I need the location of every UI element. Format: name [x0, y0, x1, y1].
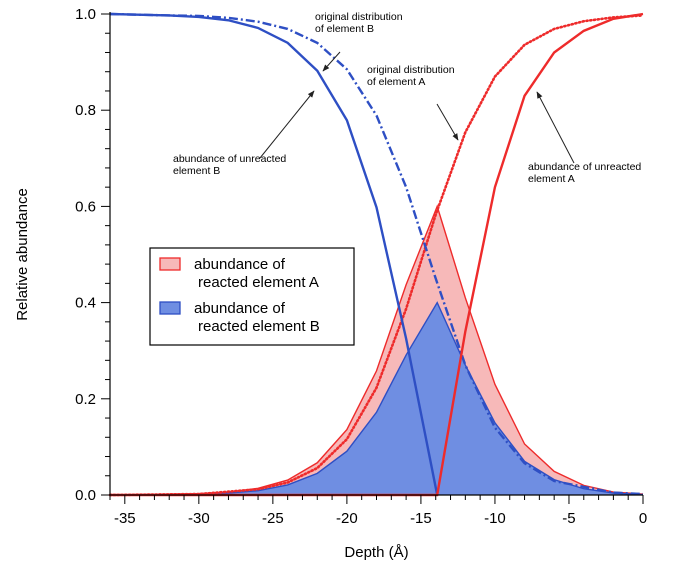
- x-tick-label: -25: [262, 510, 284, 527]
- y-axis-title: Relative abundance: [14, 188, 31, 321]
- legend: abundance of reacted element A abundance o…: [149, 247, 355, 346]
- annotation-arrow: [259, 90, 315, 159]
- annotation-arrow: [536, 91, 575, 164]
- x-tick-label: -30: [188, 510, 210, 527]
- axes: -35 -30 -25 -20 -15 -10 -5 0 0.0 0.2 0.4 0.6 0.8 1.0 D…: [14, 6, 647, 561]
- annotations: original distribution of element B origina…: [173, 11, 641, 185]
- x-tick-label: -10: [484, 510, 506, 527]
- y-tick-label: 0.4: [75, 295, 96, 312]
- legend-swatch-reacted-b: [159, 301, 181, 315]
- y-tick-label: 0.6: [75, 198, 96, 215]
- legend-label-reacted-a: abundance of reacted element A: [194, 256, 319, 291]
- series-lines: [108, 12, 645, 497]
- annotation-arrow: [322, 51, 341, 72]
- x-axis-title: Depth (Å): [344, 544, 408, 561]
- annotation-unreacted-a-note: abundance of unreacted element A: [528, 161, 641, 185]
- annotation-arrow: [436, 103, 459, 141]
- line-orig-b: [109, 12, 644, 496]
- area-reacted-a: [110, 206, 643, 495]
- annotation-orig-b-note: original distribution of element B: [315, 11, 403, 35]
- x-tick-label: -20: [336, 510, 358, 527]
- x-tick-label: -5: [562, 510, 575, 527]
- y-tick-label: 1.0: [75, 6, 96, 23]
- legend-label-reacted-b: abundance of reacted element B: [194, 300, 320, 335]
- y-tick-label: 0.2: [75, 391, 96, 408]
- x-tick-label: 0: [639, 510, 647, 527]
- legend-swatch-reacted-a: [159, 257, 181, 271]
- legend-box: [149, 247, 355, 346]
- annotation-orig-a-note: original distribution of element A: [367, 64, 455, 88]
- line-unreacted-b: [109, 12, 439, 496]
- y-tick-label: 0.0: [75, 487, 96, 504]
- line-unreacted-a: [110, 12, 644, 497]
- y-tick-label: 0.8: [75, 102, 96, 119]
- line-orig-a: [108, 14, 645, 497]
- x-tick-label: -15: [410, 510, 432, 527]
- annotation-unreacted-b-note: abundance of unreacted element B: [173, 153, 286, 177]
- x-tick-label: -35: [114, 510, 136, 527]
